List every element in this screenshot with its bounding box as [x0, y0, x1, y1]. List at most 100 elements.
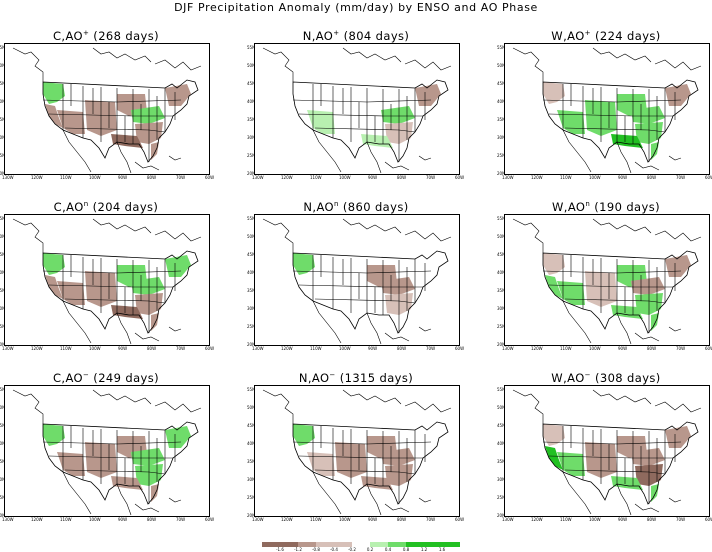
- latitude-tick-label: 40N: [497, 441, 506, 446]
- latitude-tick-label: 50N: [0, 234, 6, 239]
- coastline: [366, 483, 382, 516]
- state-boundary: [616, 270, 682, 274]
- state-boundary: [298, 455, 384, 459]
- state-boundary: [564, 127, 650, 131]
- longitude-tick-label: 80W: [397, 346, 407, 351]
- panel-ao-sign: −: [584, 371, 591, 380]
- coastline: [592, 47, 652, 63]
- longitude-tick-label: 120W: [281, 346, 293, 351]
- anomaly-region-ohio-valley: [381, 448, 415, 466]
- map-frame: [4, 385, 210, 517]
- latitude-tick-label: 45N: [0, 81, 6, 86]
- longitude-tick-label: 110W: [560, 517, 572, 522]
- coastline: [654, 401, 702, 413]
- state-boundary: [314, 127, 400, 131]
- state-boundary: [548, 284, 634, 288]
- latitude-tick-label: 35N: [247, 459, 256, 464]
- longitude-tick-label: 90W: [368, 517, 378, 522]
- coastline: [312, 129, 342, 173]
- panel-enso-label: N,AO: [298, 371, 330, 385]
- coastline: [154, 401, 202, 413]
- latitude-tick-label: 25N: [497, 153, 506, 158]
- colorbar-swatch: [316, 542, 334, 547]
- coastline: [562, 129, 592, 173]
- latitude-tick-label: 25N: [497, 495, 506, 500]
- map-frame: [254, 385, 460, 517]
- state-boundary: [48, 113, 134, 117]
- longitude-tick-label: 80W: [147, 517, 157, 522]
- longitude-tick-label: 60W: [705, 346, 712, 351]
- latitude-tick-label: 55N: [247, 45, 256, 50]
- anomaly-region-ohio-valley: [631, 448, 665, 466]
- latitude-tick-label: 45N: [497, 423, 506, 428]
- coastline: [634, 161, 660, 171]
- latitude-tick-label: 50N: [247, 405, 256, 410]
- coastline: [418, 497, 432, 503]
- longitude-tick-label: 80W: [147, 346, 157, 351]
- panel-ao-sign: −: [82, 371, 90, 380]
- latitude-tick-label: 50N: [497, 234, 506, 239]
- coastline: [512, 218, 544, 253]
- coastline: [366, 141, 382, 174]
- longitude-tick-label: 70W: [676, 175, 686, 180]
- latitude-tick-label: 50N: [497, 405, 506, 410]
- latitude-tick-label: 50N: [247, 234, 256, 239]
- coastline: [512, 389, 544, 424]
- latitude-tick-label: 55N: [247, 216, 256, 221]
- latitude-tick-label: 55N: [0, 387, 6, 392]
- anomaly-region-gulf-coast: [611, 305, 643, 319]
- latitude-tick-label: 35N: [0, 459, 6, 464]
- map-frame: [4, 214, 210, 346]
- longitude-tick-label: 120W: [31, 175, 43, 180]
- longitude-tick-label: 110W: [60, 346, 72, 351]
- latitude-tick-label: 20N: [0, 171, 6, 176]
- country-outline: [42, 79, 199, 163]
- latitude-tick-label: 55N: [497, 45, 506, 50]
- map-panel: C,AO+ (268 days) 130W 120W 110W 100W 90W 80W 70…: [0, 29, 215, 199]
- coastline: [592, 218, 652, 234]
- anomaly-region-ohio-valley: [631, 277, 665, 295]
- longitude-tick-label: 130W: [252, 346, 264, 351]
- longitude-tick-label: 120W: [281, 175, 293, 180]
- anomaly-region-northwest: [543, 424, 565, 446]
- colorbar-tick-label: -1.2: [294, 547, 302, 552]
- longitude-tick-label: 60W: [705, 517, 712, 522]
- state-boundary: [64, 469, 150, 473]
- state-boundary: [42, 441, 118, 445]
- map-frame: [254, 43, 460, 175]
- map-frame: [504, 385, 710, 517]
- panel-enso-label: C,AO: [52, 29, 83, 43]
- panel-ao-sign: n: [83, 200, 89, 209]
- panel-title: N,AO+ (804 days): [250, 29, 462, 43]
- state-boundary: [542, 441, 618, 445]
- map-frame: [4, 43, 210, 175]
- colorbar-swatch: [298, 542, 316, 547]
- coastline: [92, 218, 152, 234]
- colorbar-swatch: [352, 542, 370, 547]
- state-boundary: [548, 455, 634, 459]
- coastline: [668, 155, 682, 161]
- latitude-tick-label: 30N: [497, 306, 506, 311]
- coastline: [168, 155, 182, 161]
- longitude-tick-label: 60W: [205, 175, 215, 180]
- colorbar-tick-label: -0.2: [348, 547, 356, 552]
- longitude-tick-label: 90W: [118, 517, 128, 522]
- latitude-tick-label: 25N: [0, 495, 6, 500]
- longitude-tick-label: 70W: [426, 517, 436, 522]
- state-boundary: [616, 441, 682, 445]
- longitude-tick-label: 100W: [89, 517, 101, 522]
- latitude-tick-label: 30N: [497, 477, 506, 482]
- longitude-tick-label: 100W: [589, 175, 601, 180]
- anomaly-region-ohio-valley: [381, 277, 415, 295]
- latitude-tick-label: 45N: [0, 252, 6, 257]
- panel-days-label: (190 days): [590, 200, 660, 214]
- coastline: [116, 312, 132, 345]
- longitude-tick-label: 90W: [118, 346, 128, 351]
- longitude-tick-label: 100W: [589, 517, 601, 522]
- state-boundary: [292, 270, 368, 274]
- country-outline: [292, 421, 449, 505]
- latitude-tick-label: 40N: [247, 270, 256, 275]
- state-boundary: [366, 441, 432, 445]
- latitude-tick-label: 35N: [0, 117, 6, 122]
- colorbar-swatch: [262, 542, 280, 547]
